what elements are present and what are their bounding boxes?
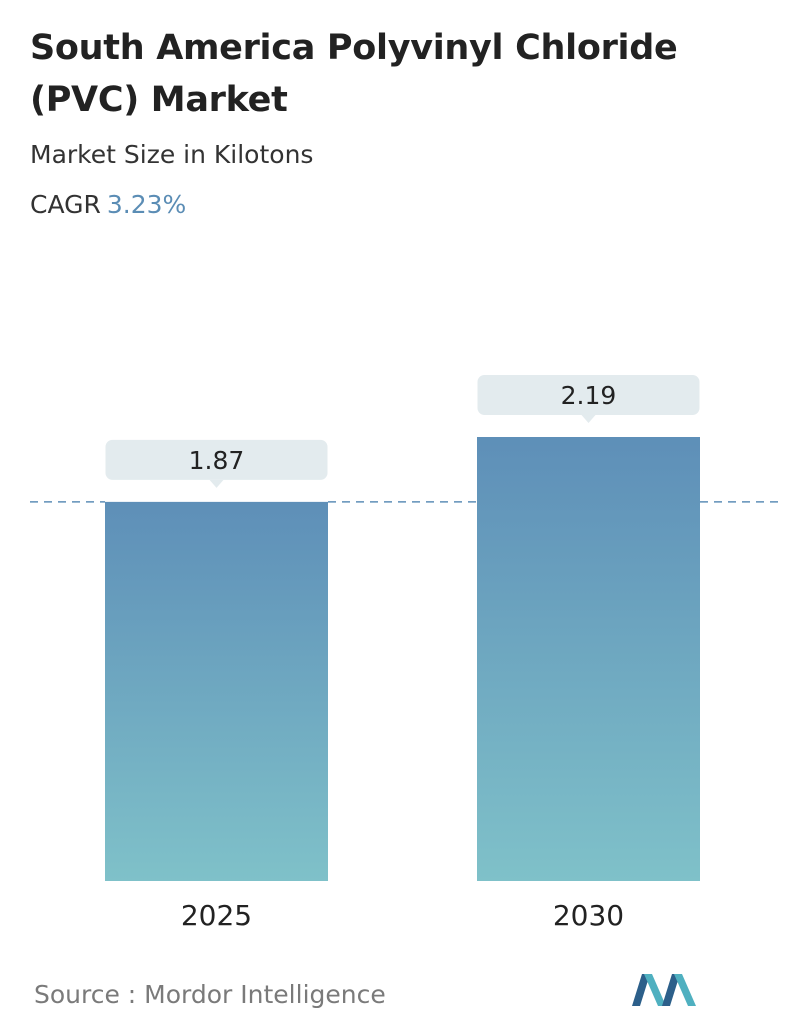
source-text: Source : Mordor Intelligence: [34, 980, 386, 1009]
value-callout-2030: [477, 375, 700, 415]
chart-subtitle: Market Size in Kilotons: [30, 140, 314, 169]
callout-pointer-2025: [209, 479, 224, 488]
chart-title: South America Polyvinyl Chloride (PVC) M…: [30, 28, 678, 120]
cagr-value: 3.23%: [106, 190, 187, 219]
data-label-2030: 2.19: [561, 381, 617, 410]
bar-2025: [105, 501, 328, 881]
bar-2030: [477, 437, 700, 881]
callout-pointer-2030: [581, 415, 596, 423]
data-label-2025: 1.87: [189, 446, 245, 475]
mordor-intelligence-logo-icon: [632, 974, 696, 1006]
x-tick-label-2030: 2030: [553, 899, 624, 932]
cagr: CAGR 3.23%: [30, 190, 186, 219]
cagr-label: CAGR: [30, 190, 101, 219]
x-tick-label-2025: 2025: [181, 899, 252, 932]
value-callout-2025: [105, 439, 328, 480]
